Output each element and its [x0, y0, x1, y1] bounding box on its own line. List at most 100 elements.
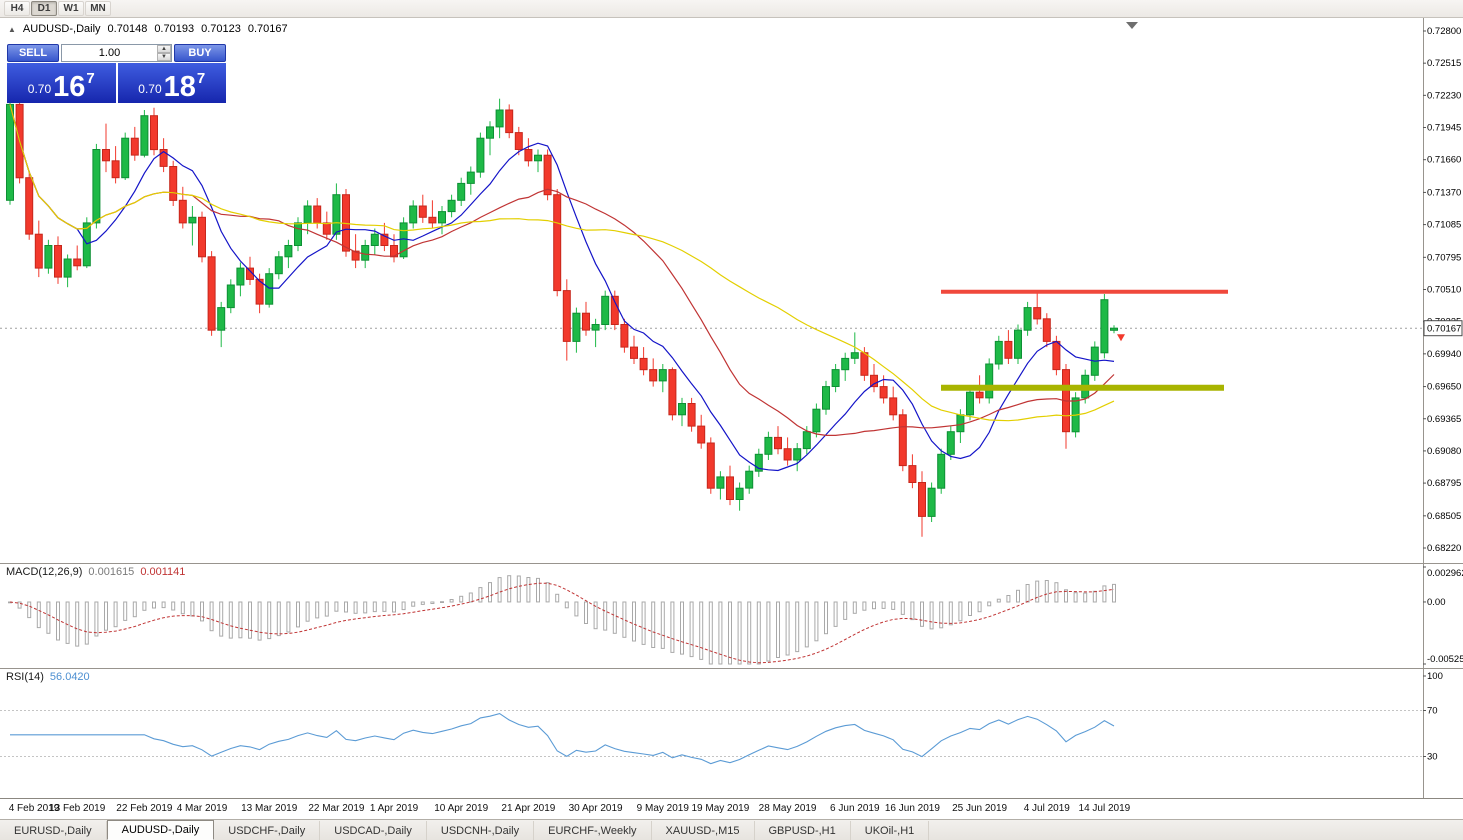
axis-label: 0.00	[1427, 597, 1446, 608]
axis-label: 0.71085	[1427, 220, 1461, 231]
sell-price-big: 16	[53, 71, 86, 104]
macd-main-value: 0.001615	[88, 566, 135, 578]
chart-ohlc-header: ▲ AUDUSD-,Daily 0.70148 0.70193 0.70123 …	[8, 23, 288, 35]
axis-label: 0.72800	[1427, 26, 1461, 37]
ohlc-low: 0.70123	[201, 23, 241, 35]
ma-slow-line	[9, 104, 1115, 422]
buy-price-pip: 7	[196, 70, 206, 87]
date-label: 9 May 2019	[636, 803, 689, 814]
rsi-name: RSI(14)	[6, 671, 44, 683]
chart-tab[interactable]: EURUSD-,Daily	[0, 821, 107, 840]
buy-button[interactable]: BUY	[174, 44, 226, 62]
axis-label: 0.69365	[1427, 414, 1461, 425]
date-label: 13 Feb 2019	[49, 803, 106, 814]
current-price-label: 0.70167	[1427, 324, 1461, 335]
volume-spinner: ▲ ▼	[157, 45, 171, 61]
rsi-panel	[0, 710, 1423, 765]
date-label: 10 Apr 2019	[434, 803, 489, 814]
axis-label: 0.71945	[1427, 123, 1461, 134]
date-label: 1 Apr 2019	[369, 803, 419, 814]
date-label: 22 Feb 2019	[116, 803, 173, 814]
volume-up-icon[interactable]: ▲	[157, 45, 171, 53]
price-axis[interactable]: 0.72800 0.72515 0.72230 0.71945 0.71660 0.713…	[1423, 26, 1463, 763]
ohlc-high: 0.70193	[154, 23, 195, 35]
chart-tab[interactable]: USDCAD-,Daily	[320, 821, 427, 840]
macd-name: MACD(12,26,9)	[6, 566, 83, 578]
chart-tab[interactable]: EURCHF-,Weekly	[534, 821, 652, 840]
tick-direction-arrow	[1117, 334, 1125, 342]
axis-label: 0.68220	[1427, 543, 1461, 554]
one-click-collapse-icon[interactable]: ▲	[8, 24, 16, 34]
date-label: 4 Mar 2019	[176, 803, 228, 814]
time-axis[interactable]: 4 Feb 2019 13 Feb 2019 22 Feb 2019 4 Mar 20…	[0, 798, 1463, 819]
date-label: 4 Jul 2019	[1023, 803, 1070, 814]
chart-shift-marker[interactable]	[1126, 22, 1138, 29]
date-label: 25 Jun 2019	[952, 803, 1008, 814]
axis-label: 0.71370	[1427, 187, 1461, 198]
moving-averages-layer	[9, 104, 1115, 472]
axis-label: 0.69080	[1427, 446, 1461, 457]
axis-label: 0.70795	[1427, 252, 1461, 263]
chart-tab[interactable]: UKOil-,H1	[851, 821, 930, 840]
chart-tab[interactable]: USDCHF-,Daily	[214, 821, 321, 840]
date-label: 19 May 2019	[691, 803, 750, 814]
date-label: 14 Jul 2019	[1078, 803, 1131, 814]
axis-label: 0.70510	[1427, 285, 1461, 296]
buy-price-prefix: 0.70	[138, 82, 162, 96]
rsi-value: 56.0420	[49, 671, 90, 683]
axis-label: 30	[1427, 752, 1438, 763]
date-label: 30 Apr 2019	[568, 803, 623, 814]
timeframe-button-w1[interactable]: W1	[58, 1, 84, 16]
current-price-box	[1423, 320, 1463, 337]
axis-label: 100	[1427, 671, 1443, 682]
ohlc-close: 0.70167	[247, 23, 288, 35]
macd-indicator-label: MACD(12,26,9) 0.001615 0.001141	[6, 566, 185, 578]
macd-panel	[8, 575, 1116, 665]
chart-background	[0, 18, 1463, 798]
date-label: 28 May 2019	[758, 803, 817, 814]
timeframe-button-mn[interactable]: MN	[85, 1, 111, 16]
axis-label: 0.68795	[1427, 478, 1461, 489]
axis-label: 0.69650	[1427, 382, 1461, 393]
date-label: 22 Mar 2019	[308, 803, 365, 814]
timeframe-toolbar: H4 D1 W1 MN	[0, 0, 1463, 18]
macd-signal-line	[9, 582, 1115, 664]
axis-label: 0.72515	[1427, 58, 1461, 69]
date-label: 13 Mar 2019	[241, 803, 298, 814]
chart-symbol: AUDUSD-,Daily	[22, 23, 101, 35]
timeframe-button-d1[interactable]: D1	[31, 1, 57, 16]
axis-label: 0.72230	[1427, 90, 1461, 101]
buy-price-panel[interactable]: 0.70 18 7	[117, 63, 226, 104]
axis-label: 0.68505	[1427, 511, 1461, 522]
one-click-trading-panel: SELL ▲ ▼ BUY 0.70 16 7 0.70 18 7	[7, 44, 226, 103]
sell-price-prefix: 0.70	[27, 82, 52, 96]
timeframe-button-h4[interactable]: H4	[4, 1, 30, 16]
chart-canvas[interactable]: 0.72800 0.72515 0.72230 0.71945 0.71660 0.713…	[0, 18, 1463, 798]
volume-down-icon[interactable]: ▼	[157, 53, 171, 61]
date-label: 21 Apr 2019	[501, 803, 556, 814]
sell-price-panel[interactable]: 0.70 16 7	[7, 63, 116, 103]
axis-label: 0.71660	[1427, 155, 1461, 166]
date-label: 16 Jun 2019	[884, 803, 940, 814]
ma-mid-line	[9, 104, 1115, 436]
sell-price-pip: 7	[86, 70, 95, 87]
chart-tab[interactable]: AUDUSD-,Daily	[106, 820, 215, 840]
chart-tab[interactable]: USDCNH-,Daily	[427, 821, 535, 840]
axis-label: 0.002962	[1427, 568, 1463, 579]
axis-label: -0.005255	[1427, 654, 1463, 665]
date-label: 4 Feb 2019	[8, 803, 60, 814]
axis-label: 0.69940	[1427, 349, 1461, 360]
chart-tabs-bar: EURUSD-,Daily AUDUSD-,Daily USDCHF-,Daily U…	[0, 819, 1463, 840]
axis-label: 70	[1427, 706, 1438, 717]
buy-price-big: 18	[163, 71, 196, 104]
ohlc-open: 0.70148	[107, 23, 148, 35]
sell-button[interactable]: SELL	[7, 44, 59, 62]
rsi-indicator-label: RSI(14) 56.0420	[6, 671, 90, 683]
chart-tab[interactable]: GBPUSD-,H1	[755, 821, 851, 840]
volume-input[interactable]	[62, 45, 157, 61]
date-label: 6 Jun 2019	[830, 803, 880, 814]
rsi-line	[10, 713, 1115, 765]
macd-signal-value: 0.001141	[140, 566, 186, 578]
chart-tab[interactable]: XAUUSD-,M15	[652, 821, 755, 840]
panel-frame	[0, 18, 1463, 798]
